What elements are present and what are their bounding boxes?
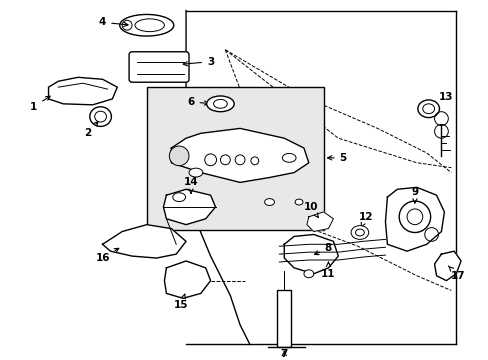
Polygon shape [163,189,215,225]
Text: 12: 12 [358,212,372,227]
Ellipse shape [120,14,173,36]
Text: 15: 15 [174,294,188,310]
Ellipse shape [304,270,313,278]
Polygon shape [102,225,185,258]
Text: 9: 9 [410,187,418,203]
Text: 7: 7 [280,349,287,359]
Text: 11: 11 [321,262,335,279]
Ellipse shape [282,153,295,162]
Circle shape [169,146,189,166]
Polygon shape [284,234,338,274]
Text: 5: 5 [327,153,346,163]
Ellipse shape [350,226,368,239]
Text: 8: 8 [314,243,331,255]
Text: 10: 10 [303,202,318,217]
Text: 1: 1 [30,96,50,112]
Text: 6: 6 [187,97,208,107]
Polygon shape [434,251,460,281]
Bar [146,87,323,230]
Polygon shape [48,77,117,105]
Ellipse shape [189,168,203,177]
Text: 3: 3 [183,57,214,67]
Text: 13: 13 [432,92,453,105]
Polygon shape [171,129,308,183]
Ellipse shape [264,199,274,206]
Bar [277,291,290,347]
Text: 4: 4 [99,17,128,27]
FancyBboxPatch shape [129,52,189,82]
Polygon shape [306,212,333,231]
Text: 14: 14 [183,177,198,193]
Ellipse shape [206,96,234,112]
Text: 2: 2 [84,122,98,138]
Polygon shape [385,187,444,251]
Ellipse shape [90,107,111,126]
Ellipse shape [417,100,439,118]
Text: 16: 16 [95,248,119,263]
Text: 17: 17 [447,266,465,281]
Ellipse shape [294,199,303,205]
Polygon shape [164,261,210,298]
Ellipse shape [172,193,185,202]
